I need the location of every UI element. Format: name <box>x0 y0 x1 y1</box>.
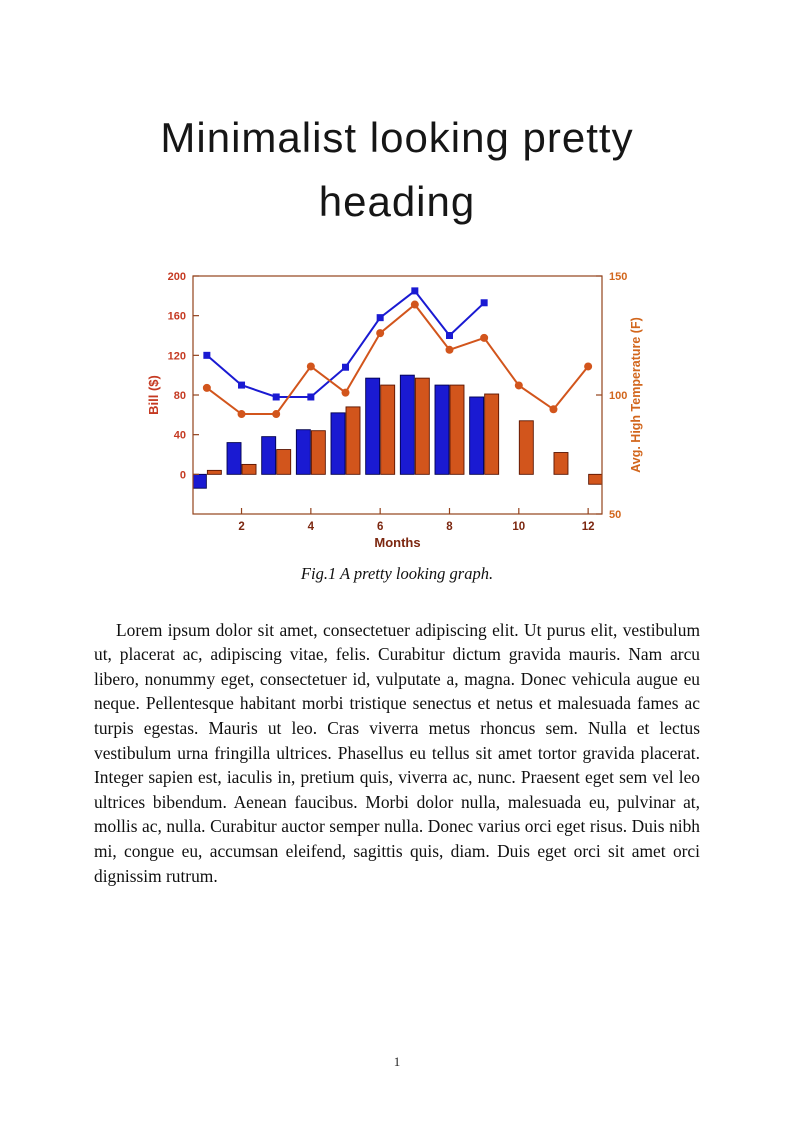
svg-text:Bill ($): Bill ($) <box>147 375 161 415</box>
svg-text:2: 2 <box>238 521 244 533</box>
svg-text:160: 160 <box>168 310 186 322</box>
svg-text:6: 6 <box>377 521 383 533</box>
page-title: Minimalist looking pretty heading <box>0 106 794 234</box>
page-number: 1 <box>393 1054 401 1069</box>
svg-text:0: 0 <box>180 469 186 481</box>
svg-text:150: 150 <box>609 271 627 283</box>
svg-text:12: 12 <box>582 521 595 533</box>
svg-text:10: 10 <box>512 521 525 533</box>
figure-caption: Fig.1 A pretty looking graph. <box>300 563 494 583</box>
page-title-line2: heading <box>318 177 476 225</box>
svg-text:200: 200 <box>168 271 186 283</box>
svg-text:50: 50 <box>609 509 621 521</box>
chart-svg: 0 40 80 120 160 200 50 100 150 2 4 6 8 10 12 Bill ($) Av… <box>147 271 643 550</box>
svg-text:80: 80 <box>174 390 186 402</box>
page-title-line1: Minimalist looking pretty <box>160 114 634 161</box>
svg-text:Months: Months <box>374 535 420 550</box>
svg-text:100: 100 <box>609 390 627 402</box>
svg-text:8: 8 <box>446 521 453 533</box>
document-page: Minimalist looking pretty heading 0 40 80 1… <box>0 106 794 1069</box>
figure-pretty-graph: 0 40 80 120 160 200 50 100 150 2 4 6 8 10 12 Bill ($) Av… <box>0 264 794 584</box>
svg-text:40: 40 <box>174 429 186 441</box>
svg-text:Avg. High Temperature (F): Avg. High Temperature (F) <box>629 317 643 473</box>
svg-text:120: 120 <box>168 350 186 362</box>
svg-text:4: 4 <box>308 521 315 533</box>
body-paragraph: Lorem ipsum dolor sit amet, consectetuer… <box>94 619 700 886</box>
